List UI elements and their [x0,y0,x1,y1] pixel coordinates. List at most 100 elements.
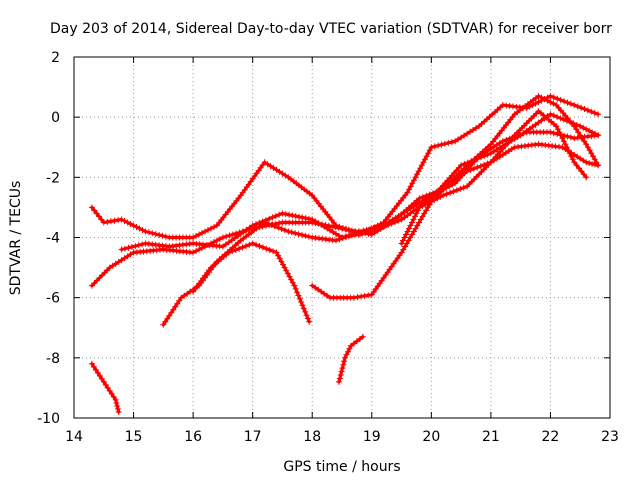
data-point [111,217,118,224]
data-point [145,229,152,236]
data-point [346,232,353,239]
data-point [554,95,561,102]
data-point [343,233,350,240]
data-point [356,228,363,235]
x-axis-label: GPS time / hours [283,459,400,475]
data-point [229,231,236,238]
data-point [266,247,273,253]
x-tick-label: 16 [184,429,202,445]
data-point [359,333,366,340]
series-trace-1 [88,93,602,241]
data-point [96,274,103,281]
data-point [339,365,346,372]
data-point [583,159,590,166]
data-point [135,242,142,249]
data-point [440,192,447,199]
x-tick-label: 20 [422,429,440,445]
data-point [335,224,342,231]
data-point [114,406,121,412]
data-point [149,230,156,237]
data-point [477,163,484,170]
data-point [564,99,571,106]
data-point [302,232,309,239]
data-point [292,285,299,292]
data-point [557,115,564,122]
data-point [338,368,345,375]
data-point [266,215,273,222]
data-point [249,222,256,229]
data-point [329,223,336,230]
data-point [450,188,457,195]
data-point [225,249,232,256]
data-point [305,215,312,222]
data-point [219,234,226,241]
data-point [299,302,306,309]
y-tick-label: -4 [46,231,60,247]
x-tick-label: 19 [363,429,381,445]
data-point [550,112,557,119]
y-tick-label: -8 [46,351,60,367]
data-point [249,240,256,247]
data-point [578,104,585,111]
data-point [272,213,279,220]
data-point [571,102,578,109]
data-point [584,107,591,114]
data-point [288,229,295,236]
data-point [115,409,122,415]
data-point [561,98,568,105]
data-point [291,282,298,289]
data-point [159,232,166,239]
data-point [296,295,303,302]
y-tick-label: -2 [46,170,60,186]
data-point [276,211,283,218]
data-point [363,226,370,233]
data-point [499,138,506,145]
data-point [275,224,282,231]
data-point [365,292,372,299]
data-point [460,184,467,191]
data-point [303,312,310,319]
data-point [112,396,119,403]
data-point [370,225,377,231]
data-point [547,93,554,100]
data-point [564,133,571,140]
data-point [286,211,293,218]
data-point [503,136,510,143]
data-point [114,403,121,409]
data-point [336,375,343,382]
data-point [300,305,307,312]
data-point [271,223,278,230]
data-point [453,187,460,194]
data-point [336,378,342,385]
data-point [353,229,360,236]
data-point [122,245,128,252]
data-point [332,224,339,231]
data-point [474,164,481,171]
data-point [261,219,268,226]
data-point [574,103,581,110]
data-point [340,361,347,368]
data-point [292,213,299,220]
data-point [412,213,418,220]
data-point [337,372,344,378]
y-axis-label: SDTVAR / TECUs [8,181,24,296]
data-point [229,248,236,255]
data-point [373,224,380,231]
data-point [223,233,230,240]
data-point [458,162,465,169]
data-point [350,294,357,301]
series-trace [90,142,600,288]
data-point [550,94,557,101]
y-tick-label: -6 [46,291,60,307]
data-point [595,162,602,169]
data-point [435,142,442,149]
data-point [298,299,305,305]
x-tick-label: 22 [542,429,560,445]
series-trace-8 [88,360,122,415]
data-point [583,174,590,181]
data-point [115,217,122,224]
data-point [367,225,374,232]
series-trace-6 [309,93,602,301]
data-point [457,185,464,192]
